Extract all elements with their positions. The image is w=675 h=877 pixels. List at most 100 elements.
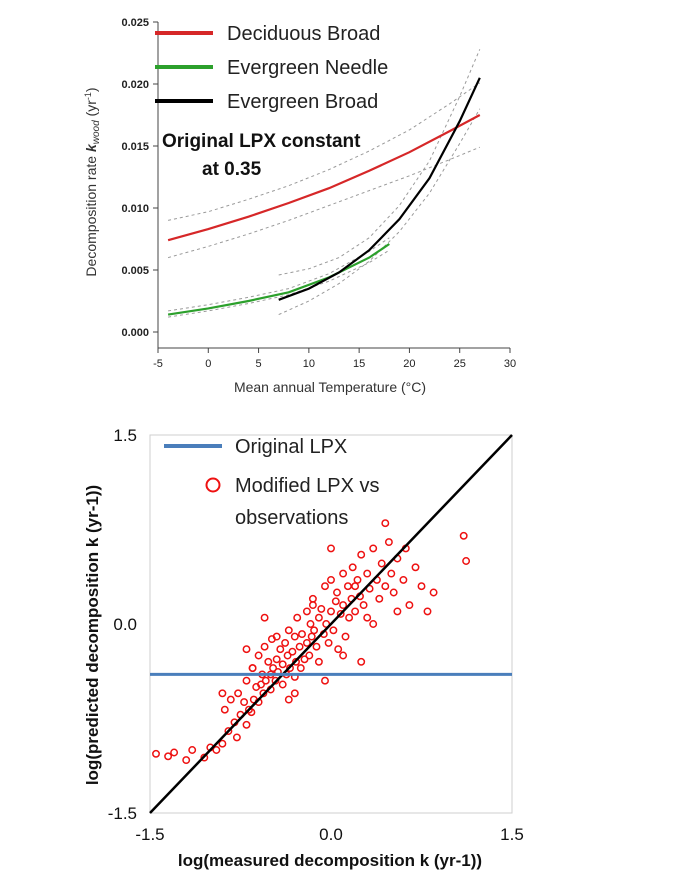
scatter-point bbox=[308, 601, 317, 610]
scatter-point bbox=[290, 689, 299, 698]
scatter-point bbox=[411, 563, 420, 572]
legend-label-deciduous-broad: Deciduous Broad bbox=[227, 23, 380, 45]
scatter-point bbox=[212, 746, 221, 754]
chart1-x-tick-label: 5 bbox=[256, 358, 262, 370]
scatter-point bbox=[312, 642, 321, 651]
scatter-point bbox=[302, 607, 311, 616]
scatter-point bbox=[259, 689, 268, 698]
scatter-point bbox=[260, 613, 269, 622]
scatter-point bbox=[188, 746, 197, 754]
scatter-point bbox=[164, 752, 173, 761]
scatter-point bbox=[327, 544, 335, 553]
chart1-axes: -5 0 5 10 15 20 25 30 0.000 0.005 0.010 0.015 0.020 0… bbox=[121, 17, 516, 370]
scatter-point bbox=[242, 676, 251, 685]
deciduous-broad-ci-upper bbox=[167, 82, 481, 221]
scatter-point bbox=[353, 575, 362, 584]
scatter-point bbox=[272, 632, 281, 641]
one-to-one-line bbox=[149, 434, 513, 814]
scatter-point bbox=[348, 563, 357, 572]
annotation-line-2: at 0.35 bbox=[202, 159, 262, 180]
evergreen-broad-line bbox=[278, 77, 481, 301]
scatter-point bbox=[234, 689, 243, 698]
chart1-x-tick-label: 25 bbox=[454, 358, 466, 370]
scatter-point bbox=[269, 664, 278, 673]
scatter-point bbox=[389, 588, 398, 597]
legend-label-evergreen-needle: Evergreen Needle bbox=[227, 57, 388, 79]
scatter-point bbox=[357, 550, 366, 559]
scatter-point bbox=[232, 733, 241, 742]
legend-label-evergreen-broad: Evergreen Broad bbox=[227, 91, 378, 113]
scatter-point bbox=[293, 613, 302, 622]
scatter-point bbox=[351, 582, 360, 591]
scatter-point bbox=[334, 645, 343, 654]
chart2-legend: Original LPX Modified LPX vs observations bbox=[164, 436, 380, 529]
scatter-point bbox=[290, 632, 299, 641]
scatter-point bbox=[314, 613, 323, 622]
chart2-x-tick-label: -1.5 bbox=[135, 825, 164, 844]
evergreen-broad-ci-upper bbox=[278, 49, 481, 276]
scatter-point bbox=[363, 613, 372, 622]
scatter-point bbox=[254, 651, 263, 660]
scatter-point bbox=[281, 638, 290, 647]
scatter-point bbox=[248, 664, 257, 673]
scatter-point bbox=[224, 727, 233, 736]
scatter-point bbox=[218, 739, 227, 748]
scatter-point bbox=[284, 695, 293, 704]
scatter-point bbox=[333, 588, 341, 597]
predicted-vs-measured-chart: -1.5 0.0 1.5 -1.5 0.0 1.5 Original LPX Modifie… bbox=[83, 426, 524, 870]
evergreen-needle-ci-lower bbox=[168, 249, 390, 318]
chart2-axes: -1.5 0.0 1.5 -1.5 0.0 1.5 bbox=[108, 426, 524, 844]
scatter-point bbox=[272, 655, 281, 664]
scatter-point bbox=[381, 582, 390, 591]
chart2-reference-lines bbox=[149, 434, 513, 814]
deciduous-broad-line bbox=[167, 114, 481, 242]
scatter-point bbox=[405, 601, 414, 610]
chart1-confidence-bands bbox=[167, 49, 481, 318]
scatter-point bbox=[417, 582, 426, 591]
scatter-point bbox=[152, 749, 160, 758]
temperature-decomposition-chart: -5 0 5 10 15 20 25 30 0.000 0.005 0.010 0.015 0.020 0… bbox=[83, 17, 516, 395]
scatter-point bbox=[384, 538, 393, 547]
scatter-point bbox=[242, 720, 251, 729]
scatter-point bbox=[377, 559, 386, 568]
legend-swatch-modified-lpx bbox=[205, 477, 221, 493]
scatter-point bbox=[307, 632, 316, 641]
scatter-point bbox=[170, 748, 179, 757]
scatter-point bbox=[298, 630, 306, 639]
scatter-point bbox=[302, 638, 311, 647]
scatter-point bbox=[339, 569, 348, 578]
scatter-point bbox=[310, 626, 319, 635]
scatter-point bbox=[295, 642, 304, 651]
chart1-y-tick-label: 0.020 bbox=[121, 79, 149, 91]
scatter-point bbox=[314, 657, 323, 666]
scatter-point bbox=[321, 676, 329, 685]
chart1-x-tick-label: 0 bbox=[205, 358, 211, 370]
chart1-y-tick-label: 0.010 bbox=[121, 203, 149, 215]
scatter-point bbox=[345, 613, 354, 622]
chart1-x-tick-label: -5 bbox=[153, 358, 163, 370]
chart2-y-tick-label: -1.5 bbox=[108, 804, 137, 823]
scatter-point bbox=[271, 676, 280, 685]
scatter-point bbox=[278, 660, 287, 669]
scatter-point bbox=[339, 651, 348, 660]
scatter-point bbox=[306, 620, 315, 628]
chart1-legend: Deciduous Broad Evergreen Needle Evergreen… bbox=[155, 23, 388, 113]
legend-label-original-lpx: Original LPX bbox=[235, 436, 347, 458]
chart1-y-tick-label: 0.005 bbox=[121, 265, 149, 277]
scatter-point bbox=[305, 651, 314, 660]
scatter-point bbox=[327, 607, 335, 616]
evergreen-needle-ci-upper bbox=[168, 237, 390, 312]
scatter-point bbox=[462, 557, 471, 565]
chart1-x-tick-label: 20 bbox=[403, 358, 415, 370]
evergreen-needle-line bbox=[167, 243, 390, 316]
chart2-plot-frame bbox=[149, 434, 513, 814]
chart1-x-axis-label: Mean annual Temperature (°C) bbox=[234, 379, 426, 395]
scatter-point bbox=[264, 657, 273, 666]
legend-label-modified-lpx: observations bbox=[235, 507, 348, 529]
scatter-point bbox=[336, 609, 345, 618]
chart2-scatter-points bbox=[152, 519, 471, 765]
scatter-point bbox=[317, 604, 326, 613]
chart2-x-tick-label: 0.0 bbox=[319, 825, 343, 844]
scatter-point bbox=[423, 607, 432, 616]
scatter-point bbox=[300, 655, 309, 664]
